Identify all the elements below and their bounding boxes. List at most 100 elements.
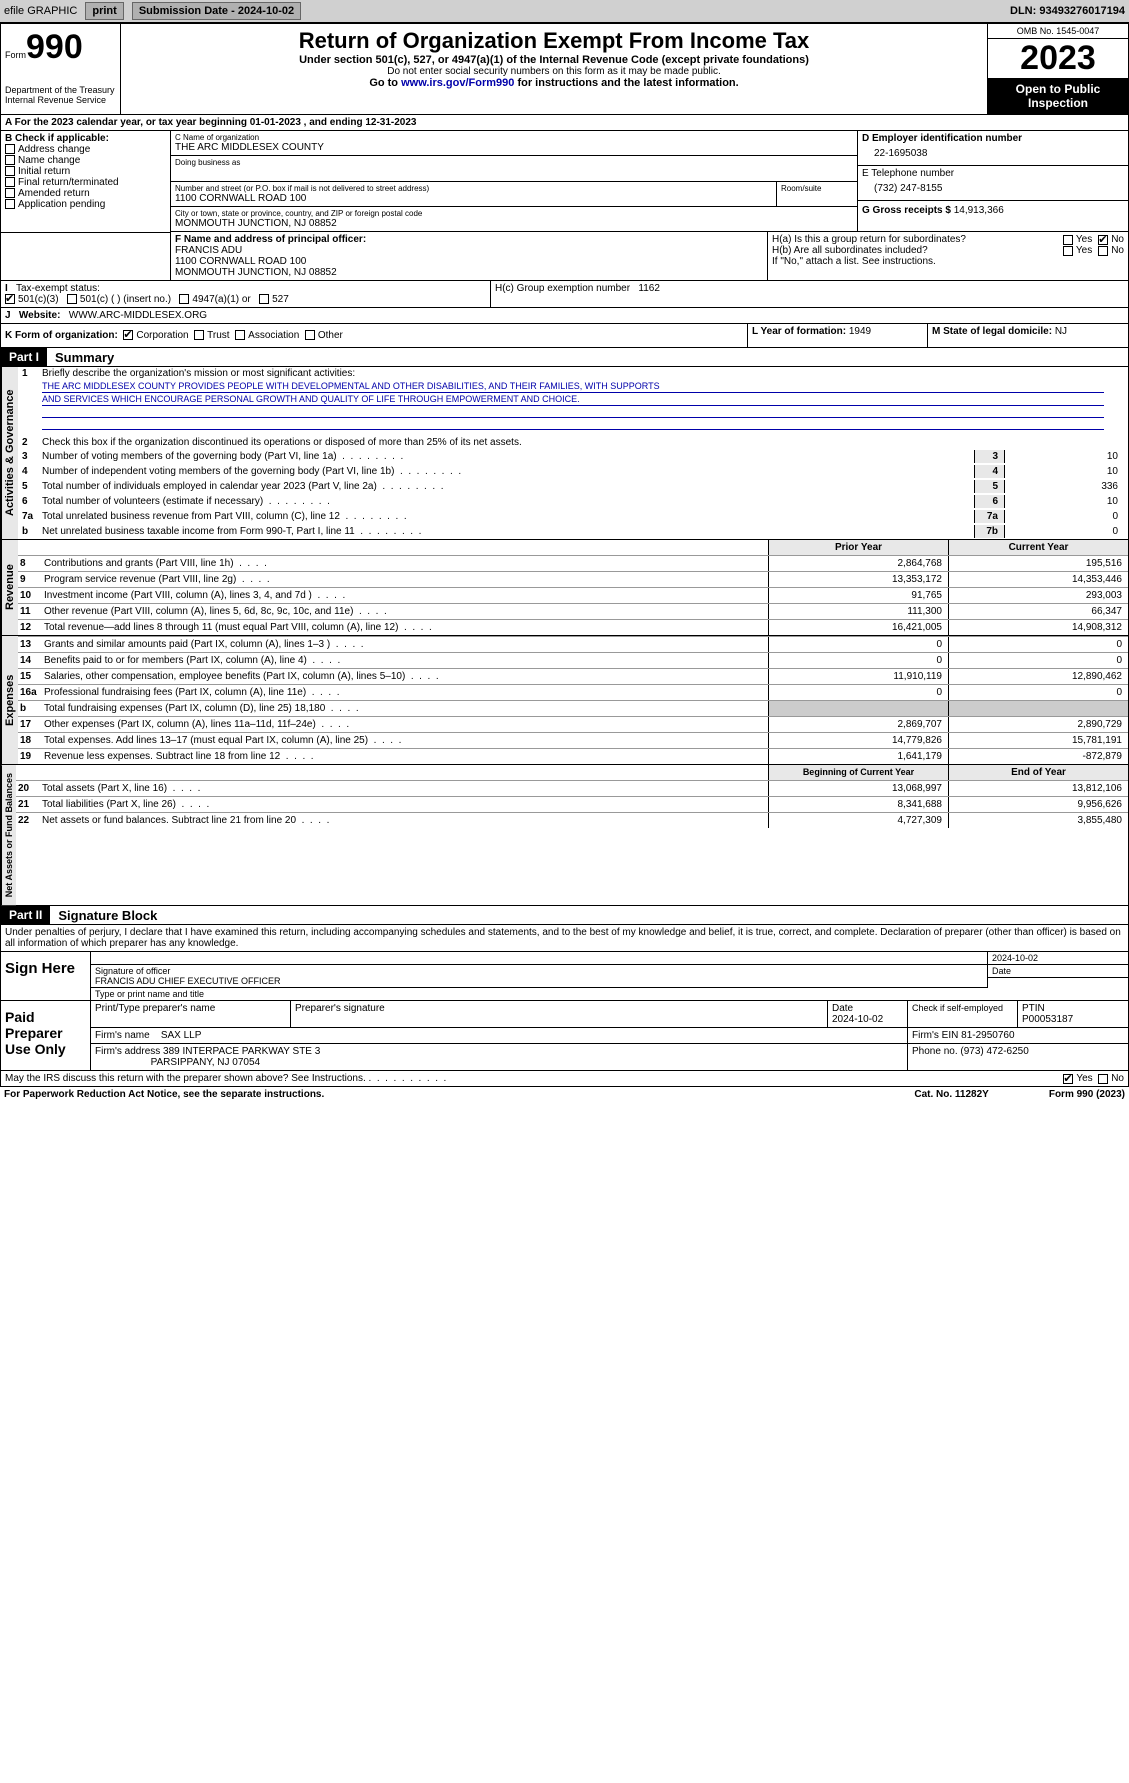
open-inspection: Open to Public Inspection [988,78,1128,114]
line-a: A For the 2023 calendar year, or tax yea… [0,115,1129,131]
submission-date-button[interactable]: Submission Date - 2024-10-02 [132,2,301,20]
other-checkbox[interactable] [305,330,315,340]
gov-line-5: 5Total number of individuals employed in… [18,479,1128,494]
top-toolbar: efile GRAPHIC print Submission Date - 20… [0,0,1129,23]
org-name-label: C Name of organization [175,133,853,142]
mission-blank-1 [42,406,1104,418]
fin-line-14: 14Benefits paid to or for members (Part … [18,652,1128,668]
box-b-checkbox[interactable] [5,188,15,198]
form-title: Return of Organization Exempt From Incom… [125,28,983,54]
domicile-label: M State of legal domicile: [932,326,1052,337]
room-label: Room/suite [781,184,853,193]
fin-line-8: 8Contributions and grants (Part VIII, li… [18,555,1128,571]
hb-no-checkbox[interactable] [1098,246,1108,256]
box-b-checkbox[interactable] [5,199,15,209]
hc-label: H(c) Group exemption number [495,283,630,294]
firm-name: SAX LLP [161,1030,202,1041]
omb-number: OMB No. 1545-0047 [988,24,1128,39]
fin-line-10: 10Investment income (Part VIII, column (… [18,587,1128,603]
org-name: THE ARC MIDDLESEX COUNTY [175,142,853,153]
sign-here-label: Sign Here [1,952,91,1000]
dln-label: DLN: 93493276017194 [1010,5,1125,17]
beg-year-header: Beginning of Current Year [768,765,948,780]
gov-section-label: Activities & Governance [1,367,18,539]
type-name-label: Type or print name and title [91,988,1128,1000]
officer-addr2: MONMOUTH JUNCTION, NJ 08852 [175,267,763,278]
exp-section-label: Expenses [1,636,18,764]
officer-addr1: 1100 CORNWALL ROAD 100 [175,256,763,267]
box-b-checkbox[interactable] [5,166,15,176]
part2-header: Part II [1,906,50,924]
fin-line-11: 11Other revenue (Part VIII, column (A), … [18,603,1128,619]
net-section-label: Net Assets or Fund Balances [1,765,16,905]
discuss-no-checkbox[interactable] [1098,1074,1108,1084]
dba-label: Doing business as [175,158,853,167]
fin-line-20: 20Total assets (Part X, line 16) . . . .… [16,780,1128,796]
box-b: B Check if applicable: Address changeNam… [1,131,171,232]
officer-label: F Name and address of principal officer: [175,234,763,245]
ha-label: H(a) Is this a group return for subordin… [772,234,1063,245]
ha-no-checkbox[interactable] [1098,235,1108,245]
501c3-checkbox[interactable] [5,294,15,304]
year-form-label: L Year of formation: [752,326,846,337]
goto-pre: Go to [369,77,401,89]
hb-note: If "No," attach a list. See instructions… [772,256,1124,267]
corp-checkbox[interactable] [123,330,133,340]
gov-line-6: 6Total number of volunteers (estimate if… [18,494,1128,509]
part1-header: Part I [1,348,47,366]
trust-checkbox[interactable] [194,330,204,340]
discuss-yes-checkbox[interactable] [1063,1074,1073,1084]
gross-label: G Gross receipts $ [862,205,951,216]
hb-yes-checkbox[interactable] [1063,246,1073,256]
irs-link[interactable]: www.irs.gov/Form990 [401,77,514,89]
501c-checkbox[interactable] [67,294,77,304]
527-checkbox[interactable] [259,294,269,304]
fin-line-9: 9Program service revenue (Part VIII, lin… [18,571,1128,587]
ein-label: D Employer identification number [862,133,1124,144]
sig-date: 2024-10-02 [988,952,1128,965]
4947-checkbox[interactable] [179,294,189,304]
gov-line-b: bNet unrelated business taxable income f… [18,524,1128,539]
part2-title: Signature Block [50,908,157,923]
box-b-checkbox[interactable] [5,155,15,165]
fin-line-12: 12Total revenue—add lines 8 through 11 (… [18,619,1128,635]
fin-line-b: bTotal fundraising expenses (Part IX, co… [18,700,1128,716]
box-b-checkbox[interactable] [5,144,15,154]
firm-addr2: PARSIPPANY, NJ 07054 [151,1057,261,1068]
gov-line-7a: 7aTotal unrelated business revenue from … [18,509,1128,524]
gov-line-3: 3Number of voting members of the governi… [18,449,1128,464]
print-button[interactable]: print [85,2,123,20]
firm-phone: (973) 472-6250 [960,1046,1028,1057]
tax-status-label: Tax-exempt status: [16,283,100,294]
form-header: Form990 Department of the Treasury Inter… [0,23,1129,115]
fin-line-13: 13Grants and similar amounts paid (Part … [18,636,1128,652]
prior-year-header: Prior Year [768,540,948,555]
mission-blank-2 [42,418,1104,430]
gov-line-4: 4Number of independent voting members of… [18,464,1128,479]
current-year-header: Current Year [948,540,1128,555]
pra-notice: For Paperwork Reduction Act Notice, see … [4,1089,324,1100]
end-year-header: End of Year [948,765,1128,780]
fin-line-15: 15Salaries, other compensation, employee… [18,668,1128,684]
irs-label: Internal Revenue Service [5,95,116,105]
box-b-checkbox[interactable] [5,177,15,187]
part1-title: Summary [47,350,114,365]
form-number: 990 [26,28,83,66]
fin-line-19: 19Revenue less expenses. Subtract line 1… [18,748,1128,764]
officer-name: FRANCIS ADU [175,245,763,256]
city-label: City or town, state or province, country… [175,209,853,218]
street-label: Number and street (or P.O. box if mail i… [175,184,772,193]
form-footer: Form 990 (2023) [1049,1089,1125,1100]
cat-no: Cat. No. 11282Y [914,1089,988,1100]
officer-sig-name: FRANCIS ADU CHIEF EXECUTIVE OFFICER [95,976,281,986]
rev-section-label: Revenue [1,540,18,635]
ptin-value: P00053187 [1022,1014,1073,1025]
fin-line-21: 21Total liabilities (Part X, line 26) . … [16,796,1128,812]
mission-2: AND SERVICES WHICH ENCOURAGE PERSONAL GR… [42,393,1104,406]
paid-preparer-label: Paid Preparer Use Only [1,1001,91,1070]
self-employed: Check if self-employed [908,1001,1018,1027]
assoc-checkbox[interactable] [235,330,245,340]
ha-yes-checkbox[interactable] [1063,235,1073,245]
city-value: MONMOUTH JUNCTION, NJ 08852 [175,218,853,229]
firm-ein: 81-2950760 [961,1030,1014,1041]
